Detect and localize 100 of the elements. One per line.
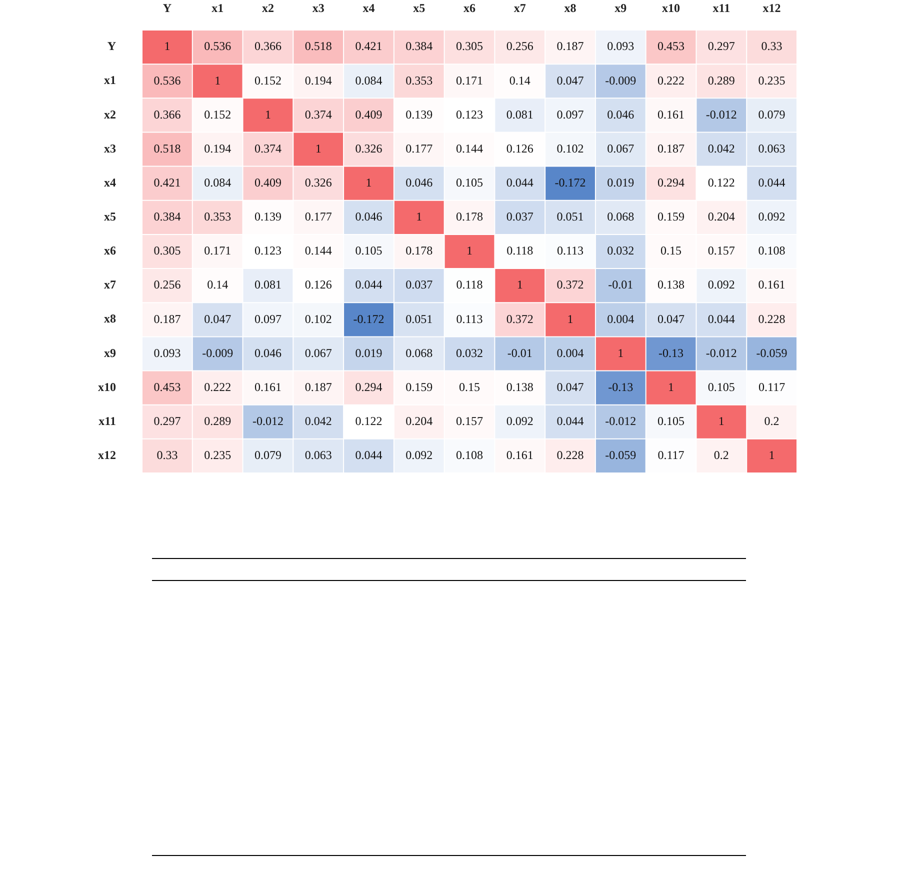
data-label: 0.044	[758, 176, 786, 190]
data-label: 0.326	[304, 176, 332, 190]
data-label: 0.194	[304, 73, 332, 88]
data-label: 0.187	[658, 141, 685, 156]
data-label: 1	[768, 448, 775, 462]
data-label: 1	[516, 278, 523, 292]
data-label: 0.14	[207, 278, 228, 292]
data-label: 0.157	[708, 244, 735, 258]
data-label: 0.33	[156, 448, 178, 462]
data-label: 0.113	[456, 312, 483, 326]
data-label: 0.187	[154, 312, 181, 326]
data-label: 0.159	[658, 210, 685, 224]
data-label: 0.536	[154, 73, 181, 88]
data-label: 1	[668, 380, 674, 394]
data-label: 0.102	[304, 312, 332, 326]
data-label: 0.178	[406, 244, 433, 258]
data-label: 0.097	[556, 107, 584, 122]
data-label: 0.228	[758, 312, 786, 326]
data-label: 0.081	[506, 107, 534, 122]
data-label: 0.235	[204, 448, 232, 462]
data-label: 0.222	[658, 73, 685, 88]
data-label: -0.012	[706, 107, 737, 122]
y-tick-label: x4	[104, 175, 116, 190]
data-label: 0.044	[355, 448, 382, 462]
data-label: 0.044	[506, 176, 534, 190]
data-label: 0.079	[758, 107, 786, 122]
data-label: 0.228	[556, 448, 584, 462]
data-label: 0.372	[506, 312, 534, 326]
x-tick-label: x8	[564, 0, 576, 15]
y-tick-label: x2	[104, 107, 116, 122]
data-label: 0.384	[154, 210, 181, 224]
data-label: 0.144	[304, 244, 332, 258]
data-label: 0.037	[506, 210, 534, 224]
data-label: 0.004	[607, 312, 634, 326]
data-label: 0.14	[509, 73, 530, 88]
data-label: 0.097	[254, 312, 282, 326]
data-label: 0.15	[459, 380, 480, 394]
x-tick-label: x5	[413, 0, 426, 15]
data-label: 0.126	[304, 278, 332, 292]
data-label: 0.453	[154, 380, 181, 394]
data-label: 1	[264, 107, 271, 122]
data-label: 0.157	[456, 414, 483, 428]
data-label: 0.294	[355, 380, 382, 394]
x-tick-label: x10	[662, 0, 680, 15]
data-label: 0.044	[708, 312, 735, 326]
data-label: 0.289	[708, 73, 735, 88]
y-tick-label: Y	[107, 39, 116, 54]
data-label: 0.081	[254, 278, 282, 292]
data-label: 0.33	[761, 39, 782, 54]
data-label: 0.051	[556, 210, 584, 224]
data-label: 0.067	[607, 141, 634, 156]
y-tick-label: x10	[98, 380, 116, 394]
data-label: 0.518	[154, 141, 181, 156]
data-label: 0.372	[556, 278, 584, 292]
data-label: -0.13	[658, 346, 684, 360]
data-label: 0.092	[708, 278, 735, 292]
data-label: 0.044	[556, 414, 584, 428]
data-label: 0.159	[406, 380, 433, 394]
data-label: -0.172	[554, 176, 586, 190]
x-tick-label: x7	[514, 0, 526, 15]
data-label: 0.138	[658, 278, 685, 292]
data-label: 0.102	[556, 141, 584, 156]
data-label: -0.012	[605, 414, 636, 428]
data-label: -0.009	[202, 346, 234, 360]
data-label: 0.326	[355, 141, 382, 156]
data-label: 0.171	[456, 73, 483, 88]
data-label: 0.536	[204, 39, 232, 54]
x-tick-label: x9	[614, 0, 627, 15]
data-label: 0.118	[456, 278, 483, 292]
data-label: 0.374	[254, 141, 282, 156]
data-label: 0.047	[556, 380, 584, 394]
data-label: 0.105	[708, 380, 735, 394]
x-tick-label: x2	[262, 0, 274, 15]
y-tick-label: x11	[98, 414, 116, 428]
data-label: 0.046	[406, 176, 433, 190]
data-label: 0.518	[304, 39, 332, 54]
data-label: 0.093	[154, 346, 181, 360]
data-label: 0.161	[758, 278, 786, 292]
x-tick-label: x12	[762, 0, 781, 15]
data-label: 0.105	[355, 244, 382, 258]
data-label: 0.046	[254, 346, 282, 360]
data-label: 0.126	[506, 141, 534, 156]
data-label: 0.289	[204, 414, 232, 428]
data-label: 0.047	[204, 312, 232, 326]
data-label: 0.305	[456, 39, 483, 54]
data-label: 0.105	[658, 414, 685, 428]
data-label: -0.059	[756, 346, 788, 360]
data-label: 0.161	[658, 107, 685, 122]
data-label: 0.421	[154, 176, 181, 190]
data-label: 0.161	[254, 380, 282, 394]
data-label: 0.177	[406, 141, 433, 156]
data-label: 0.047	[658, 312, 685, 326]
data-label: 0.15	[660, 244, 682, 258]
data-label: -0.01	[608, 278, 634, 292]
data-label: 1	[366, 176, 372, 190]
data-label: 0.067	[304, 346, 332, 360]
data-label: -0.012	[252, 414, 284, 428]
data-label: 0.084	[355, 73, 382, 88]
data-label: 0.204	[708, 210, 735, 224]
data-label: 0.108	[758, 244, 786, 258]
